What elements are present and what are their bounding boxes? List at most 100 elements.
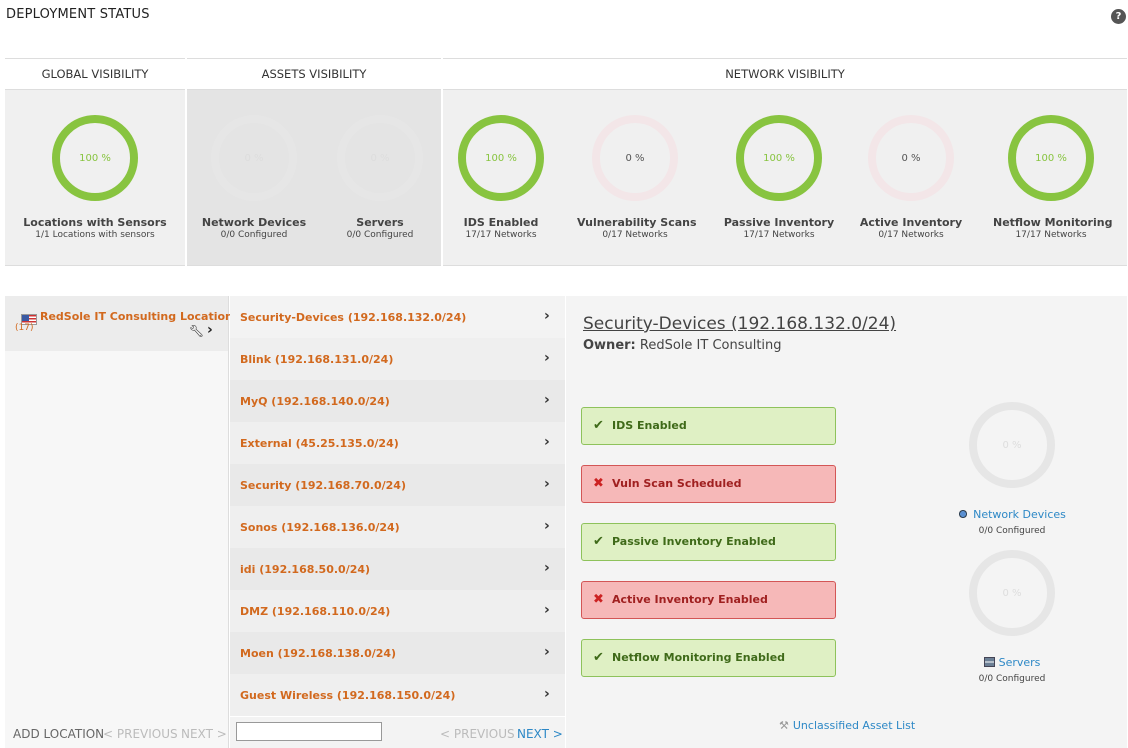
detail-owner: Owner: RedSole IT Consulting bbox=[583, 338, 782, 353]
locations-footer: ADD LOCATION < PREVIOUS NEXT > bbox=[5, 720, 229, 748]
locations-next-button[interactable]: NEXT > bbox=[181, 727, 227, 741]
us-flag-icon bbox=[21, 314, 37, 325]
network-label: Sonos (192.168.136.0/24) bbox=[240, 520, 400, 534]
network-label: External (45.25.135.0/24) bbox=[240, 436, 399, 450]
page-title: DEPLOYMENT STATUS bbox=[6, 7, 150, 22]
chevron-right-icon[interactable]: › bbox=[207, 322, 213, 338]
owner-label: Owner: bbox=[583, 338, 636, 353]
servers-link[interactable]: Servers bbox=[952, 656, 1072, 669]
network-label: idi (192.168.50.0/24) bbox=[240, 562, 371, 576]
network-label: Security (192.168.70.0/24) bbox=[240, 478, 406, 492]
status-vuln-scan: ✖ Vuln Scan Scheduled bbox=[581, 465, 836, 503]
network-label: MyQ (192.168.140.0/24) bbox=[240, 394, 390, 408]
network-device-icon bbox=[958, 509, 970, 519]
networks-previous-button[interactable]: < PREVIOUS bbox=[440, 727, 515, 741]
network-item[interactable]: Sonos (192.168.136.0/24) › bbox=[230, 506, 565, 548]
wrench-icon[interactable]: 🔧︎ bbox=[189, 324, 205, 338]
gauge-title: Netflow Monitoring bbox=[993, 216, 1113, 229]
cross-icon: ✖ bbox=[593, 476, 604, 491]
gauge-ring: 0 % bbox=[969, 550, 1055, 636]
owner-value: RedSole IT Consulting bbox=[639, 338, 782, 353]
chevron-right-icon: › bbox=[544, 434, 550, 450]
network-item[interactable]: Moen (192.168.138.0/24) › bbox=[230, 632, 565, 674]
locations-previous-button[interactable]: < PREVIOUS bbox=[103, 727, 178, 741]
status-label: Netflow Monitoring Enabled bbox=[612, 651, 786, 664]
network-item[interactable]: Security (192.168.70.0/24) › bbox=[230, 464, 565, 506]
unclassified-asset-list-link[interactable]: ⚒ Unclassified Asset List bbox=[779, 719, 916, 732]
status-label: IDS Enabled bbox=[612, 419, 687, 432]
gauge-ring: 100 % bbox=[1008, 115, 1094, 201]
gauge-ring: 100 % bbox=[458, 115, 544, 201]
network-item[interactable]: idi (192.168.50.0/24) › bbox=[230, 548, 565, 590]
locations-with-sensors-gauge[interactable]: 100 % Locations with Sensors 1/1 Locatio… bbox=[5, 115, 185, 240]
netflow-monitoring-gauge[interactable]: 100 % Netflow Monitoring 17/17 Networks bbox=[993, 115, 1113, 240]
vulnerability-scans-gauge[interactable]: 0 % Vulnerability Scans 0/17 Networks bbox=[577, 115, 697, 240]
gauge-subtitle: 0/0 Configured bbox=[220, 230, 288, 240]
network-item[interactable]: Security-Devices (192.168.132.0/24) › bbox=[230, 296, 565, 338]
check-icon: ✔ bbox=[593, 534, 604, 549]
network-label: Moen (192.168.138.0/24) bbox=[240, 646, 397, 660]
chevron-right-icon: › bbox=[544, 560, 550, 576]
network-label: DMZ (192.168.110.0/24) bbox=[240, 604, 391, 618]
network-search-input[interactable] bbox=[236, 722, 382, 741]
gauge-subtitle: 0/0 Configured bbox=[978, 674, 1046, 684]
gauge-title: Servers bbox=[356, 216, 404, 229]
networks-list: Security-Devices (192.168.132.0/24) › Bl… bbox=[230, 296, 565, 748]
active-inventory-gauge[interactable]: 0 % Active Inventory 0/17 Networks bbox=[853, 115, 969, 240]
network-devices-gauge[interactable]: 0 % Network Devices 0/0 Configured bbox=[197, 115, 311, 240]
status-label: Vuln Scan Scheduled bbox=[612, 477, 742, 490]
network-visibility-panel: NETWORK VISIBILITY 100 % IDS Enabled 17/… bbox=[443, 58, 1127, 266]
gauge-title: Passive Inventory bbox=[723, 216, 835, 229]
gauge-ring: 100 % bbox=[52, 115, 138, 201]
add-location-button[interactable]: ADD LOCATION bbox=[13, 727, 105, 741]
check-icon: ✔ bbox=[593, 650, 604, 665]
network-item[interactable]: Guest Wireless (192.168.150.0/24) › bbox=[230, 674, 565, 716]
gauge-ring: 0 % bbox=[868, 115, 954, 201]
gauge-subtitle: 0/0 Configured bbox=[346, 230, 414, 240]
chevron-right-icon: › bbox=[544, 644, 550, 660]
gauge-ring: 0 % bbox=[337, 115, 423, 201]
help-icon[interactable]: ? bbox=[1111, 9, 1126, 24]
global-visibility-header: GLOBAL VISIBILITY bbox=[5, 59, 185, 90]
gauge-title: Active Inventory bbox=[859, 216, 963, 229]
network-item[interactable]: External (45.25.135.0/24) › bbox=[230, 422, 565, 464]
network-item[interactable]: MyQ (192.168.140.0/24) › bbox=[230, 380, 565, 422]
network-visibility-header: NETWORK VISIBILITY bbox=[443, 59, 1127, 90]
gauge-ring: 0 % bbox=[969, 402, 1055, 488]
ids-enabled-gauge[interactable]: 100 % IDS Enabled 17/17 Networks bbox=[443, 115, 559, 240]
gauge-subtitle: 17/17 Networks bbox=[743, 230, 815, 240]
servers-gauge[interactable]: 0 % Servers 0/0 Configured bbox=[323, 115, 437, 240]
detail-network-devices-gauge[interactable]: 0 % Network Devices 0/0 Configured bbox=[952, 402, 1072, 536]
assets-visibility-header: ASSETS VISIBILITY bbox=[187, 59, 441, 90]
network-devices-link[interactable]: Network Devices bbox=[952, 508, 1072, 521]
gauge-title: Network Devices bbox=[201, 216, 307, 229]
status-ids-enabled: ✔ IDS Enabled bbox=[581, 407, 836, 445]
check-icon: ✔ bbox=[593, 418, 604, 433]
location-item[interactable]: RedSole IT Consulting Location (17) 🔧︎ › bbox=[5, 296, 233, 351]
location-name: RedSole IT Consulting Location bbox=[40, 310, 233, 323]
status-label: Active Inventory Enabled bbox=[612, 593, 768, 606]
assets-visibility-panel: ASSETS VISIBILITY 0 % Network Devices 0/… bbox=[187, 58, 441, 266]
networks-next-button[interactable]: NEXT > bbox=[517, 727, 563, 741]
gauge-title: Vulnerability Scans bbox=[577, 216, 697, 229]
location-count: (17) bbox=[15, 323, 34, 333]
status-netflow-monitoring: ✔ Netflow Monitoring Enabled bbox=[581, 639, 836, 677]
network-label: Guest Wireless (192.168.150.0/24) bbox=[240, 688, 456, 702]
chevron-right-icon: › bbox=[544, 602, 550, 618]
chevron-right-icon: › bbox=[544, 392, 550, 408]
cross-icon: ✖ bbox=[593, 592, 604, 607]
network-detail-panel: Security-Devices (192.168.132.0/24) Owne… bbox=[566, 296, 1127, 748]
detail-servers-gauge[interactable]: 0 % Servers 0/0 Configured bbox=[952, 550, 1072, 684]
passive-inventory-gauge[interactable]: 100 % Passive Inventory 17/17 Networks bbox=[721, 115, 837, 240]
detail-title[interactable]: Security-Devices (192.168.132.0/24) bbox=[583, 314, 897, 334]
gauge-subtitle: 0/0 Configured bbox=[978, 526, 1046, 536]
gauge-title: Locations with Sensors bbox=[23, 216, 167, 229]
global-visibility-panel: GLOBAL VISIBILITY 100 % Locations with S… bbox=[5, 58, 185, 266]
gauge-title: IDS Enabled bbox=[463, 216, 539, 229]
networks-footer: < PREVIOUS NEXT > bbox=[230, 717, 565, 748]
network-item[interactable]: Blink (192.168.131.0/24) › bbox=[230, 338, 565, 380]
gauge-ring: 0 % bbox=[592, 115, 678, 201]
locations-list: RedSole IT Consulting Location (17) 🔧︎ › bbox=[5, 296, 233, 748]
chevron-right-icon: › bbox=[544, 686, 550, 702]
network-item[interactable]: DMZ (192.168.110.0/24) › bbox=[230, 590, 565, 632]
